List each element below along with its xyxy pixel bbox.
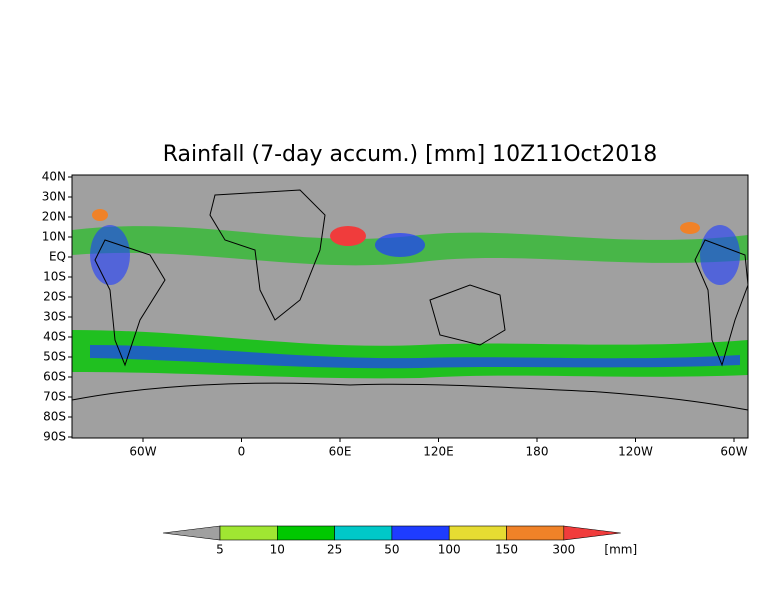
coastline xyxy=(94,239,166,367)
lat-label: 70S xyxy=(43,390,66,404)
lat-label: 10N xyxy=(42,230,66,244)
colorbar-label: 150 xyxy=(495,543,518,557)
colorbar-box xyxy=(391,525,450,541)
map-field xyxy=(71,174,749,439)
colorbar-over xyxy=(563,525,621,541)
lon-label: 180 xyxy=(526,445,549,459)
map-frame xyxy=(71,174,749,439)
colorbar-box xyxy=(219,525,278,541)
lon-label: 60E xyxy=(329,445,352,459)
rain-cell xyxy=(680,222,700,234)
rain-cell xyxy=(90,225,130,285)
lon-label: 120W xyxy=(618,445,653,459)
lon-label: 60W xyxy=(129,445,156,459)
colorbar-unit: [mm] xyxy=(604,543,637,557)
lat-label: 40N xyxy=(42,170,66,184)
colorbar-under xyxy=(162,525,221,541)
lat-label: 50S xyxy=(43,350,66,364)
lat-label: 90S xyxy=(43,430,66,444)
lon-label: 120E xyxy=(423,445,454,459)
lat-label: 30S xyxy=(43,310,66,324)
coastline xyxy=(429,284,506,346)
lon-label: 0 xyxy=(238,445,246,459)
lat-label: 20N xyxy=(42,210,66,224)
colorbar-box xyxy=(334,525,393,541)
colorbar-label: 10 xyxy=(270,543,285,557)
map-background xyxy=(72,175,748,438)
coastline xyxy=(694,239,749,367)
lat-label: 20S xyxy=(43,290,66,304)
colorbar-label: 100 xyxy=(438,543,461,557)
rain-max xyxy=(330,226,366,246)
rain-cell xyxy=(92,209,108,221)
colorbar-box xyxy=(276,525,335,541)
colorbar-label: 5 xyxy=(216,543,224,557)
lat-label: 30N xyxy=(42,190,66,204)
rain-cell xyxy=(375,233,425,257)
lon-label: 60W xyxy=(720,445,747,459)
map-title: Rainfall (7-day accum.) [mm] 10Z11Oct201… xyxy=(163,142,657,167)
lat-label: EQ xyxy=(49,250,66,264)
coastline xyxy=(209,189,326,321)
lat-label: 10S xyxy=(43,270,66,284)
colorbar-label: 25 xyxy=(327,543,342,557)
lat-label: 60S xyxy=(43,370,66,384)
lat-label: 40S xyxy=(43,330,66,344)
colorbar-label: 50 xyxy=(384,543,399,557)
colorbar-box xyxy=(506,525,565,541)
coastline xyxy=(71,382,749,411)
storm-track-core xyxy=(90,345,740,369)
colorbar-box xyxy=(448,525,507,541)
colorbar-label: 300 xyxy=(552,543,575,557)
rain-cell xyxy=(700,225,740,285)
lat-label: 80S xyxy=(43,410,66,424)
